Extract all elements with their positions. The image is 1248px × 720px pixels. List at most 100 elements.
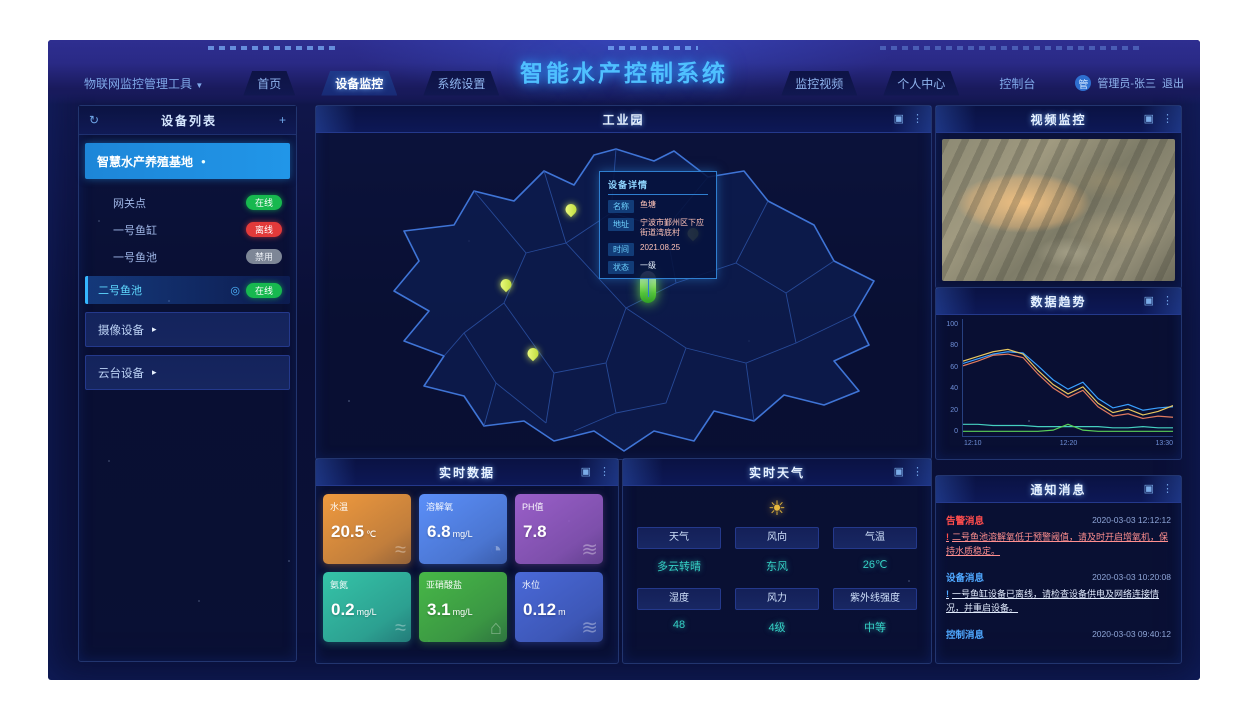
metric-label: 亚硝酸盐 [426,580,463,590]
weather-title: 实时天气 [748,465,805,480]
logout-button[interactable]: 退出 [1162,78,1184,90]
nav-tab-profile[interactable]: 个人中心 [883,71,959,96]
thermometer-icon: ≈ [395,539,406,561]
metric-value: 3.1 [427,600,451,619]
wave-icon: ≋ [581,617,598,639]
group-camera-devices[interactable]: 摄像设备 ▸ [85,312,290,347]
notifications-panel: 通知消息 ▣ ⋮ 告警消息 2020-03-03 12:12:12 ! 二号鱼池溶… [935,475,1182,664]
weather-grid: 天气 多云转晴 风向 东风 气温 26℃ 湿度 48 风力 4级 [623,523,931,649]
plot-area [962,319,1173,437]
nav-tools-label: 物联网监控管理工具 [84,76,193,91]
weather-cell-sky: 天气 多云转晴 [637,527,721,574]
metrics-title: 实时数据 [438,465,495,480]
popup-row-label: 地址 [608,218,634,231]
tree-root-label: 智慧水产养殖基地 [97,154,194,169]
message-text: 二号鱼池溶解氧低于预警阈值，请及时开启增氧机，保持水质稳定。 [946,532,1169,556]
device-label: 网关点 [113,197,146,210]
metric-unit: m [558,607,566,617]
nav-tab-device-monitor[interactable]: 设备监控 [321,71,397,96]
message-item-control[interactable]: 控制消息 2020-03-03 09:40:12 [946,627,1171,641]
map-marker[interactable] [525,345,541,361]
popup-row-label: 名称 [608,200,634,213]
message-text: 一号鱼缸设备已离线，请检查设备供电及网络连接情况，并重启设备。 [946,589,1160,613]
header-dashes-decoration [608,46,698,50]
weather-value: 多云转晴 [657,561,701,573]
status-badge: 离线 [245,222,282,237]
live-video-feed[interactable] [942,139,1175,281]
fullscreen-icon[interactable]: ▣ [1143,482,1154,495]
metric-card-ph: PH值 7.8 ≋ [515,494,603,564]
trend-lines [963,319,1173,436]
nav-tab-video[interactable]: 监控视频 [781,71,857,96]
more-icon[interactable]: ⋮ [1162,112,1173,125]
group-label: 摄像设备 [98,324,144,337]
map-marker[interactable] [498,276,514,293]
device-label: 一号鱼缸 [113,224,157,237]
metric-label: PH值 [522,502,544,512]
weather-value: 48 [672,619,686,631]
sun-icon: ☀ [768,498,786,520]
metric-card-water-level: 水位 0.12 m ≋ [515,572,603,642]
weather-value: 26℃ [862,559,888,571]
device-tree-sidebar: ↻ 设备列表 + 智慧水产养殖基地 ● 网关点 在线 一号鱼缸 离线 一号鱼池 … [78,105,297,662]
metric-value: 6.8 [427,522,451,541]
metric-label: 水温 [330,502,349,512]
fullscreen-icon[interactable]: ▣ [893,112,904,125]
header-dashes-decoration [208,46,338,50]
warning-icon: ! [946,532,949,542]
metric-value: 20.5 [331,522,365,541]
trend-panel: 数据趋势 ▣ ⋮ 100 80 60 40 20 0 12:10 12:20 13:30 [935,287,1182,460]
fullscreen-icon[interactable]: ▣ [893,465,904,478]
popup-row-value: 鱼塘 [640,200,656,209]
weather-label: 风力 [735,588,819,610]
more-icon[interactable]: ⋮ [912,465,923,478]
metrics-panel-header: 实时数据 ▣ ⋮ [316,459,618,486]
refresh-icon[interactable]: ↻ [89,113,100,127]
weather-label: 天气 [637,527,721,549]
device-row-tank1[interactable]: 一号鱼缸 离线 [79,216,296,243]
house-icon: ⌂ [489,617,502,639]
tree-root-base[interactable]: 智慧水产养殖基地 ● [85,143,290,179]
sidebar-title: 设备列表 [161,113,218,128]
weather-label: 湿度 [637,588,721,610]
trend-chart: 100 80 60 40 20 0 [940,319,1173,437]
status-dot: ● [201,156,206,166]
weather-cell-uv: 紫外线强度 中等 [833,588,917,635]
metric-unit: mg/L [452,529,473,539]
eye-icon[interactable]: ◎ [230,284,240,297]
device-row-gateway[interactable]: 网关点 在线 [79,189,296,216]
wave-icon: ≋ [581,539,598,561]
more-icon[interactable]: ⋮ [1162,482,1173,495]
nav-tab-home[interactable]: 首页 [243,71,295,96]
region-map [393,148,875,452]
trend-panel-header: 数据趋势 ▣ ⋮ [936,288,1181,315]
header-dashes-decoration [880,46,1140,50]
metric-value: 7.8 [523,522,547,541]
device-popup: 设备详情 名称 鱼塘 地址 宁波市鄞州区下应街道湾底村 时间 2021.08.25 状… [599,171,717,279]
nav-tools-dropdown[interactable]: 物联网监控管理工具 ▼ [70,71,217,96]
more-icon[interactable]: ⋮ [1162,294,1173,307]
map-marker[interactable] [563,201,579,217]
nav-tab-system-settings[interactable]: 系统设置 [423,71,499,96]
device-row-pond1[interactable]: 一号鱼池 禁用 [79,243,296,270]
popup-row-value: 宁波市鄞州区下应街道湾底村 [640,218,704,237]
popup-title: 设备详情 [608,178,708,195]
more-icon[interactable]: ⋮ [599,465,610,478]
fullscreen-icon[interactable]: ▣ [1143,112,1154,125]
user-chip[interactable]: 管 管理员-张三 退出 [1075,75,1184,91]
device-row-pond2-selected[interactable]: 二号鱼池 ◎ 在线 [85,276,290,304]
map-panel: 工业园 ▣ ⋮ [315,105,932,460]
fullscreen-icon[interactable]: ▣ [580,465,591,478]
map-body[interactable]: 设备详情 名称 鱼塘 地址 宁波市鄞州区下应街道湾底村 时间 2021.08.25 状… [316,133,931,459]
group-ptz-devices[interactable]: 云台设备 ▸ [85,355,290,390]
message-item-alert[interactable]: 告警消息 2020-03-03 12:12:12 ! 二号鱼池溶解氧低于预警阈值，… [946,513,1171,558]
more-icon[interactable]: ⋮ [912,112,923,125]
map-title: 工业园 [602,112,645,127]
nav-tab-console[interactable]: 控制台 [999,76,1036,91]
fullscreen-icon[interactable]: ▣ [1143,294,1154,307]
add-device-icon[interactable]: + [278,113,286,127]
message-item-device[interactable]: 设备消息 2020-03-03 10:20:08 ! 一号鱼缸设备已离线，请检查设… [946,570,1171,615]
chevron-right-icon: ▸ [152,324,157,334]
info-icon: ! [946,589,949,599]
weather-value: 4级 [768,622,786,634]
